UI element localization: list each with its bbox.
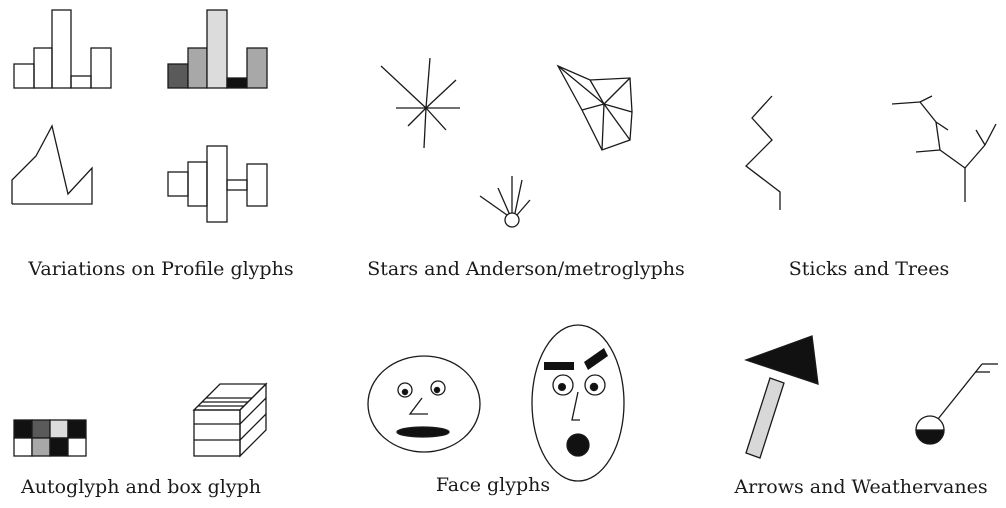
arrow-glyph — [744, 335, 819, 459]
weathervane-glyph — [915, 363, 998, 445]
star-polygon-glyph — [556, 64, 633, 151]
profile-line-glyph — [11, 124, 93, 205]
caption-profile-glyphs: Variations on Profile glyphs — [28, 258, 294, 280]
box-glyph — [192, 382, 268, 458]
caption-arrows-weathervanes: Arrows and Weathervanes — [734, 476, 988, 498]
profile-bar-glyph — [13, 9, 112, 89]
autoglyph — [13, 419, 87, 457]
caption-autoglyph-box: Autoglyph and box glyph — [21, 476, 261, 498]
caption-stars-metroglyphs: Stars and Anderson/metroglyphs — [367, 258, 685, 280]
caption-sticks-trees: Sticks and Trees — [788, 258, 950, 280]
caption-face-glyphs: Face glyphs — [435, 474, 551, 496]
profile-symmetric-glyph — [167, 145, 268, 223]
profile-shaded-bar-glyph — [167, 9, 268, 89]
stick-figure-glyph — [745, 95, 781, 210]
tree-glyph — [891, 95, 997, 202]
star-glyph — [380, 57, 460, 149]
oval-face-glyph — [531, 324, 625, 482]
round-face-glyph — [367, 355, 481, 453]
metroglyph — [479, 176, 531, 228]
